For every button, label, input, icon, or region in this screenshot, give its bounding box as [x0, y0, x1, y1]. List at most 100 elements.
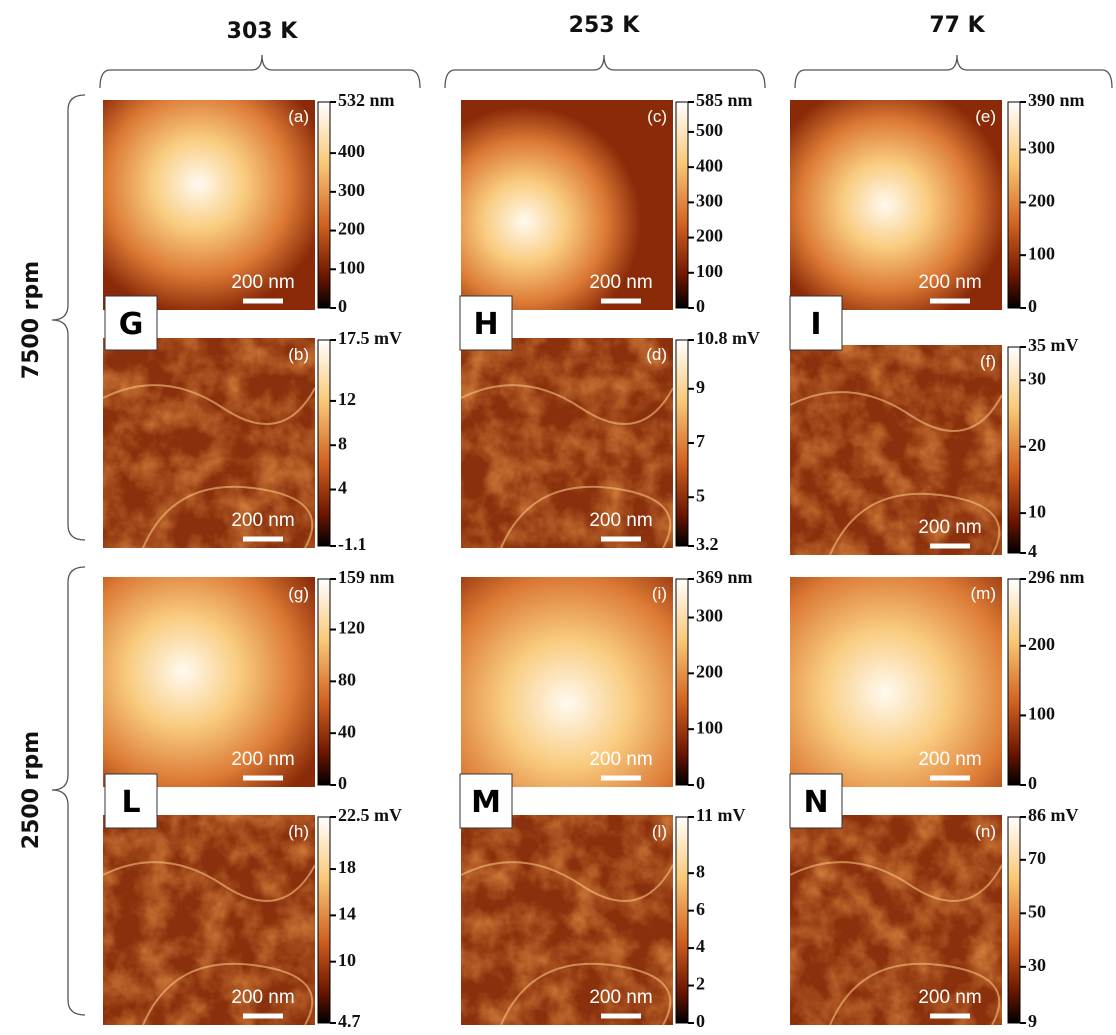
- panel-letter: N: [803, 785, 828, 820]
- colorbar-tick-label: 4: [338, 478, 347, 498]
- colorbar-tick-label: 35 mV: [1028, 335, 1079, 355]
- colorbar-tick-label: 585 nm: [696, 90, 753, 110]
- scale-bar-label: 200 nm: [918, 749, 981, 770]
- panel: (n) 200 nm 86 mV 70 50 30 9: [790, 805, 1079, 1031]
- panel-label: (n): [975, 822, 996, 841]
- figure: 303 K 253 K 77 K 7500 rpm 2500 rpm (a)20…: [0, 0, 1116, 1035]
- panel-letter: L: [121, 785, 140, 820]
- scale-bar-label: 200 nm: [589, 749, 652, 770]
- colorbar-tick-label: 6: [696, 899, 705, 919]
- scale-bar-label: 200 nm: [231, 272, 294, 293]
- colorbar-tick-label: 200: [338, 219, 365, 239]
- colorbar-tick-label: 200: [696, 661, 723, 681]
- colorbar-tick-label: 0: [1028, 296, 1037, 316]
- colorbar: [318, 340, 330, 546]
- colorbar-tick-label: 3.2: [696, 534, 719, 554]
- scale-bar-label: 200 nm: [231, 987, 294, 1008]
- panel-label: (h): [288, 822, 309, 841]
- colorbar-tick-label: 400: [338, 141, 365, 161]
- colorbar-tick-label: 0: [696, 773, 705, 793]
- scale-bar-label: 200 nm: [918, 272, 981, 293]
- colorbar: [676, 579, 688, 785]
- colorbar-tick-label: 0: [696, 296, 705, 316]
- colorbar-tick-label: 8: [338, 433, 347, 453]
- colorbar-tick-label: 300: [696, 606, 723, 626]
- colorbar-tick-label: 10: [1028, 501, 1046, 521]
- colorbar-tick-label: 100: [696, 261, 723, 281]
- colorbar-tick-label: 10: [338, 950, 356, 970]
- colorbar-tick-label: 0: [1028, 773, 1037, 793]
- bracket: [795, 55, 1112, 88]
- colorbar-tick-label: 300: [1028, 138, 1055, 158]
- colorbar: [1008, 347, 1020, 553]
- panel-label: (l): [652, 822, 667, 841]
- colorbar-tick-label: 14: [338, 903, 356, 923]
- colorbar-tick-label: 80: [338, 669, 356, 689]
- colorbar-tick-label: 9: [1028, 1011, 1037, 1031]
- colorbar-tick-label: 5: [696, 485, 705, 505]
- colorbar-tick-label: 300: [338, 180, 365, 200]
- column-header: 303 K: [227, 19, 299, 44]
- panel-label: (e): [975, 107, 996, 126]
- colorbar-tick-label: 200: [1028, 634, 1055, 654]
- colorbar-tick-label: 8: [696, 861, 705, 881]
- colorbar-tick-label: 9: [696, 377, 705, 397]
- colorbar-tick-label: 369 nm: [696, 567, 753, 587]
- bracket: [100, 55, 420, 88]
- panel-letter: H: [473, 307, 498, 342]
- colorbar: [1008, 817, 1020, 1023]
- colorbar-tick-label: 18: [338, 857, 356, 877]
- colorbar: [676, 102, 688, 308]
- panel-label: (a): [288, 107, 309, 126]
- panel-letter: I: [810, 307, 821, 342]
- colorbar: [676, 817, 688, 1023]
- colorbar-tick-label: 2: [696, 974, 705, 994]
- colorbar: [676, 340, 688, 546]
- colorbar-tick-label: 4: [696, 936, 705, 956]
- scale-bar-label: 200 nm: [231, 510, 294, 531]
- bracket: [52, 567, 85, 1015]
- panel-label: (d): [646, 345, 667, 364]
- colorbar: [318, 102, 330, 308]
- colorbar-tick-label: 86 mV: [1028, 805, 1079, 825]
- colorbar-tick-label: 200: [696, 226, 723, 246]
- colorbar-tick-label: 30: [1028, 955, 1046, 975]
- bracket: [52, 95, 85, 540]
- colorbar-tick-label: -1.1: [338, 534, 367, 554]
- colorbar-tick-label: 300: [696, 190, 723, 210]
- row-label: 7500 rpm: [19, 261, 44, 379]
- colorbar-tick-label: 390 nm: [1028, 90, 1085, 110]
- colorbar-tick-label: 40: [338, 721, 356, 741]
- panels: (a)200 nm532 nm4003002001000(c)200 nm585…: [103, 90, 1085, 1031]
- colorbar-tick-label: 0: [338, 296, 347, 316]
- row-label: 2500 rpm: [19, 731, 44, 849]
- colorbar-tick-label: 0: [338, 773, 347, 793]
- colorbar-tick-label: 70: [1028, 848, 1046, 868]
- colorbar-tick-label: 100: [338, 257, 365, 277]
- colorbar-tick-label: 100: [1028, 243, 1055, 263]
- colorbar: [1008, 102, 1020, 308]
- colorbar-tick-label: 120: [338, 618, 365, 638]
- colorbar: [318, 817, 330, 1023]
- panel-label: (g): [288, 584, 309, 603]
- colorbar-tick-label: 100: [1028, 704, 1055, 724]
- colorbar-tick-label: 4.7: [338, 1011, 361, 1031]
- column-header: 77 K: [929, 13, 985, 38]
- colorbar-tick-label: 500: [696, 120, 723, 140]
- scale-bar-label: 200 nm: [589, 272, 652, 293]
- scale-bar-label: 200 nm: [918, 987, 981, 1008]
- panel-label: (c): [647, 107, 667, 126]
- panel-letter: M: [471, 785, 501, 820]
- colorbar: [318, 579, 330, 785]
- colorbar-tick-label: 0: [696, 1011, 705, 1031]
- colorbar-tick-label: 50: [1028, 901, 1046, 921]
- panel-label: (b): [288, 345, 309, 364]
